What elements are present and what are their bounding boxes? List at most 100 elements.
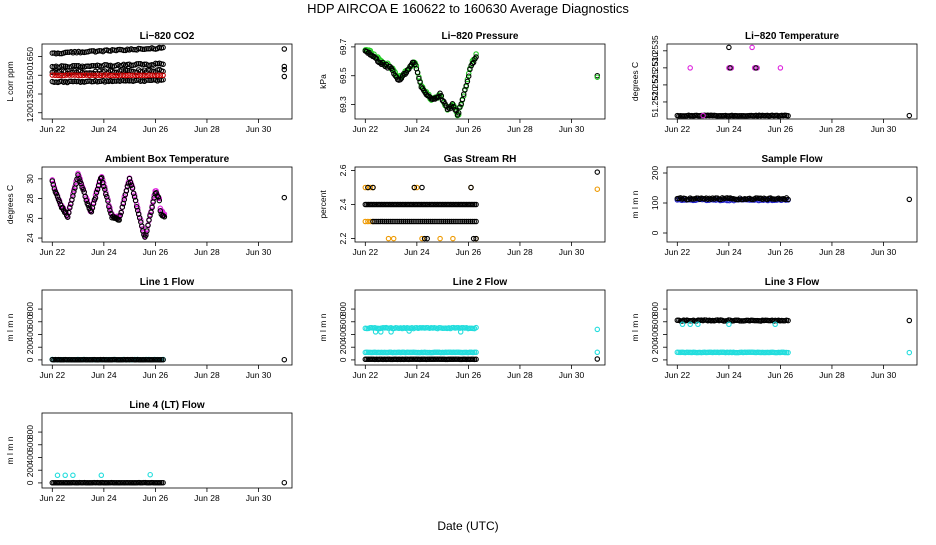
series-rh-orange-upper xyxy=(362,184,601,192)
x-tick-label: Jun 26 xyxy=(768,124,794,134)
data-point xyxy=(387,218,393,225)
y-axis-label: m l m n xyxy=(5,313,15,341)
panel-sample-flow: Sample Flow m l m n Jun 22 Jun 24 Jun 26 Jun … xyxy=(630,154,918,257)
y-tick-label: 0 xyxy=(25,357,35,362)
data-point xyxy=(439,218,445,225)
series-box-temp-late xyxy=(281,194,288,201)
x-tick-label: Jun 24 xyxy=(91,124,117,134)
x-tick-label: Jun 24 xyxy=(91,370,117,380)
data-point xyxy=(464,76,471,83)
data-point xyxy=(408,218,414,225)
data-point xyxy=(134,61,140,67)
data-point xyxy=(281,194,288,201)
data-point xyxy=(85,78,91,84)
series-co2-lower xyxy=(49,76,166,86)
series-pressure-black xyxy=(362,48,479,118)
data-point xyxy=(594,169,601,175)
y-axis-label: L corr ppm xyxy=(5,61,15,101)
y-tick-label: 2.4 xyxy=(338,198,348,210)
series-temp-magenta-spikes xyxy=(687,44,784,119)
series-line2-cyan-high xyxy=(362,324,479,332)
x-tick-label: Jun 22 xyxy=(353,370,379,380)
data-point xyxy=(89,63,95,69)
series-rh-late xyxy=(594,169,601,175)
data-point xyxy=(455,110,462,116)
data-point xyxy=(465,218,472,225)
chart-panels: Li−820 CO2 L corr ppm Jun 22 Jun 24 Jun 26 Ju… xyxy=(5,31,918,503)
data-point xyxy=(149,72,155,78)
data-point xyxy=(83,72,90,78)
data-point xyxy=(128,182,135,188)
data-point xyxy=(156,197,163,204)
data-point xyxy=(281,356,288,363)
data-point xyxy=(93,189,100,196)
data-point xyxy=(62,472,68,479)
data-point xyxy=(444,106,451,113)
data-point xyxy=(785,317,791,324)
data-point xyxy=(53,191,60,197)
data-point xyxy=(381,218,388,225)
data-point xyxy=(906,196,913,203)
data-point xyxy=(785,113,791,119)
data-point xyxy=(126,72,132,79)
series-pressure-late-green xyxy=(594,74,601,80)
data-point xyxy=(473,218,479,225)
y-tick-label: 69.3 xyxy=(338,96,348,113)
data-point xyxy=(86,72,93,79)
data-point xyxy=(58,63,65,69)
x-tick-label: Jun 24 xyxy=(404,370,430,380)
data-point xyxy=(160,61,166,68)
x-tick-label: Jun 26 xyxy=(143,493,169,503)
data-point xyxy=(100,72,107,78)
data-point xyxy=(143,72,149,79)
data-point xyxy=(437,218,443,225)
y-tick-label: 51.2535 xyxy=(650,35,660,66)
data-marks xyxy=(674,195,913,204)
data-point xyxy=(470,235,477,242)
data-point xyxy=(281,66,288,73)
data-point xyxy=(76,175,82,182)
data-marks xyxy=(49,170,288,240)
y-tick-label: 0 xyxy=(650,230,660,235)
data-point xyxy=(457,104,463,110)
data-point xyxy=(54,193,61,200)
x-tick-label: Jun 26 xyxy=(143,370,169,380)
data-point xyxy=(411,184,418,191)
data-point xyxy=(128,62,134,69)
x-tick-label: Jun 28 xyxy=(507,370,533,380)
y-tick-label: 24 xyxy=(25,233,35,243)
data-point xyxy=(365,184,371,191)
data-point xyxy=(157,72,164,79)
y-tick-label: 100 xyxy=(650,196,660,210)
data-point xyxy=(679,321,686,328)
panel-title: Li−820 CO2 xyxy=(140,31,195,42)
data-point xyxy=(132,197,139,204)
data-point xyxy=(469,218,476,225)
data-point xyxy=(71,188,77,195)
data-point xyxy=(458,218,464,225)
data-point xyxy=(419,184,425,191)
plot-frame xyxy=(41,289,293,366)
series-co2-upper xyxy=(49,44,166,57)
data-point xyxy=(127,179,134,186)
y-tick-label: 1650 xyxy=(25,47,35,66)
series-line3-cyan-dips xyxy=(679,321,778,328)
series-temp-late xyxy=(906,112,913,119)
data-point xyxy=(461,218,468,225)
panel-line-2-flow: Line 2 Flow m l m n Jun 22 Jun 24 Jun 26 Jun … xyxy=(318,277,606,380)
data-point xyxy=(137,72,144,79)
data-point xyxy=(473,54,479,60)
data-point xyxy=(73,181,79,187)
data-point xyxy=(425,218,432,225)
data-point xyxy=(120,72,127,79)
y-tick-label: 0 xyxy=(338,357,348,362)
panel-title: Li−820 Temperature xyxy=(745,31,839,42)
data-marks xyxy=(362,169,601,242)
series-line2-black xyxy=(362,356,479,363)
data-point xyxy=(406,66,412,72)
data-point xyxy=(385,235,392,242)
data-point xyxy=(55,72,61,79)
x-tick-label: Jun 24 xyxy=(91,247,117,257)
data-point xyxy=(117,72,124,78)
x-tick-label: Jun 30 xyxy=(246,370,272,380)
